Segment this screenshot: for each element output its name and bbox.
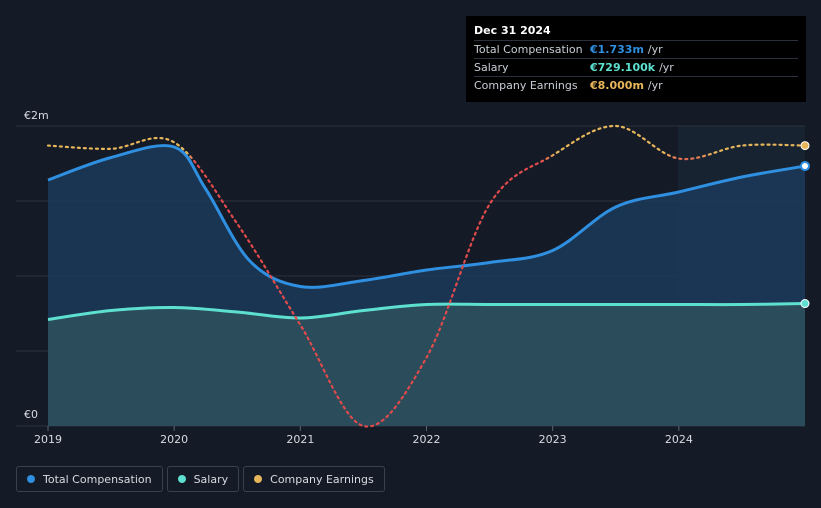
tooltip-label: Total Compensation	[474, 43, 583, 56]
total-compensation-line	[47, 144, 806, 289]
x-tick-label: 2019	[34, 433, 62, 446]
tooltip-value: €8.000m	[590, 79, 644, 92]
x-tick-label: 2020	[160, 433, 188, 446]
x-tick-label: 2023	[539, 433, 567, 446]
legend-item-salary[interactable]: Salary	[166, 466, 240, 492]
x-tick-label: 2021	[286, 433, 314, 446]
tooltip-value: €1.733m	[590, 43, 644, 56]
x-tick-label: 2022	[413, 433, 441, 446]
legend-dot-icon	[27, 475, 35, 483]
legend-item-total-compensation[interactable]: Total Compensation	[16, 466, 163, 492]
tooltip-row-total: Total Compensation €1.733m /yr	[474, 40, 798, 58]
tooltip-label: Salary	[474, 61, 509, 74]
company-earnings-marker	[800, 141, 810, 151]
tooltip-unit: /yr	[659, 61, 674, 74]
y-tick-label: €2m	[24, 109, 49, 122]
tooltip-value: €729.100k	[590, 61, 656, 74]
legend-label: Total Compensation	[43, 472, 152, 486]
tooltip-label: Company Earnings	[474, 79, 578, 92]
x-tick-label: 2024	[665, 433, 693, 446]
tooltip-date: Dec 31 2024	[474, 24, 551, 37]
chart-legend: Total Compensation Salary Company Earnin…	[16, 466, 385, 492]
salary-area	[48, 303, 805, 426]
tooltip-row-earnings: Company Earnings €8.000m /yr	[474, 76, 798, 94]
legend-dot-icon	[177, 475, 186, 483]
total-compensation-marker	[800, 161, 810, 172]
tooltip-unit: /yr	[647, 43, 663, 56]
legend-dot-icon	[254, 475, 263, 483]
company-earnings-line	[46, 124, 807, 428]
salary-marker	[800, 299, 810, 309]
tooltip-row-salary: Salary €729.100k /yr	[474, 58, 798, 76]
legend-item-company-earnings[interactable]: Company Earnings	[243, 466, 385, 492]
legend-label: Salary	[193, 472, 229, 486]
y-tick-label: €0	[24, 408, 38, 421]
legend-label: Company Earnings	[270, 472, 374, 486]
salary-line	[47, 302, 806, 321]
tooltip-unit: /yr	[647, 79, 663, 92]
tooltip-panel: Dec 31 2024 Total Compensation €1.733m /…	[466, 16, 806, 102]
